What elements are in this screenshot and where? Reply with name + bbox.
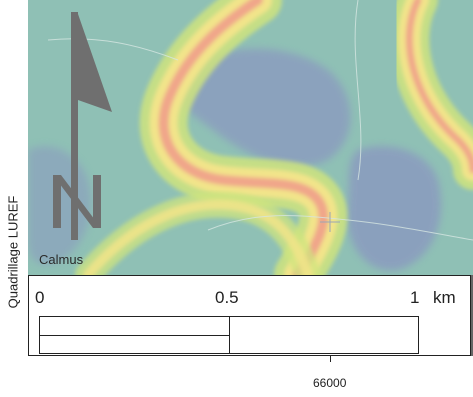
grid-cross — [320, 212, 340, 232]
easting-label: 66000 — [313, 376, 347, 390]
road-lines — [47, 0, 473, 241]
scale-label-mid: 0.5 — [215, 288, 239, 307]
heat-band-lower — [75, 191, 321, 275]
easting-tick — [330, 356, 331, 362]
heat-band-right — [389, 0, 473, 190]
place-label: Calmus — [39, 252, 84, 267]
low-zone-upper — [175, 48, 351, 167]
heat-band-main — [139, 0, 348, 275]
scale-unit: km — [433, 288, 456, 307]
heatmap-layer — [28, 0, 473, 275]
scale-label-end: 1 — [410, 288, 420, 307]
scale-bar — [39, 316, 419, 354]
map-view[interactable]: Calmus — [28, 0, 473, 275]
low-zone-lower — [347, 146, 442, 271]
north-arrow — [53, 12, 112, 240]
scale-bar-divider-horizontal — [40, 335, 230, 336]
grid-label-text: Quadrillage LUREF — [5, 195, 21, 309]
scale-bar-divider-vertical — [229, 317, 230, 353]
scale-bar-panel: 0 0.5 1 km — [28, 275, 471, 356]
scale-label-start: 0 — [35, 288, 45, 307]
panel-right-edge — [471, 275, 473, 356]
